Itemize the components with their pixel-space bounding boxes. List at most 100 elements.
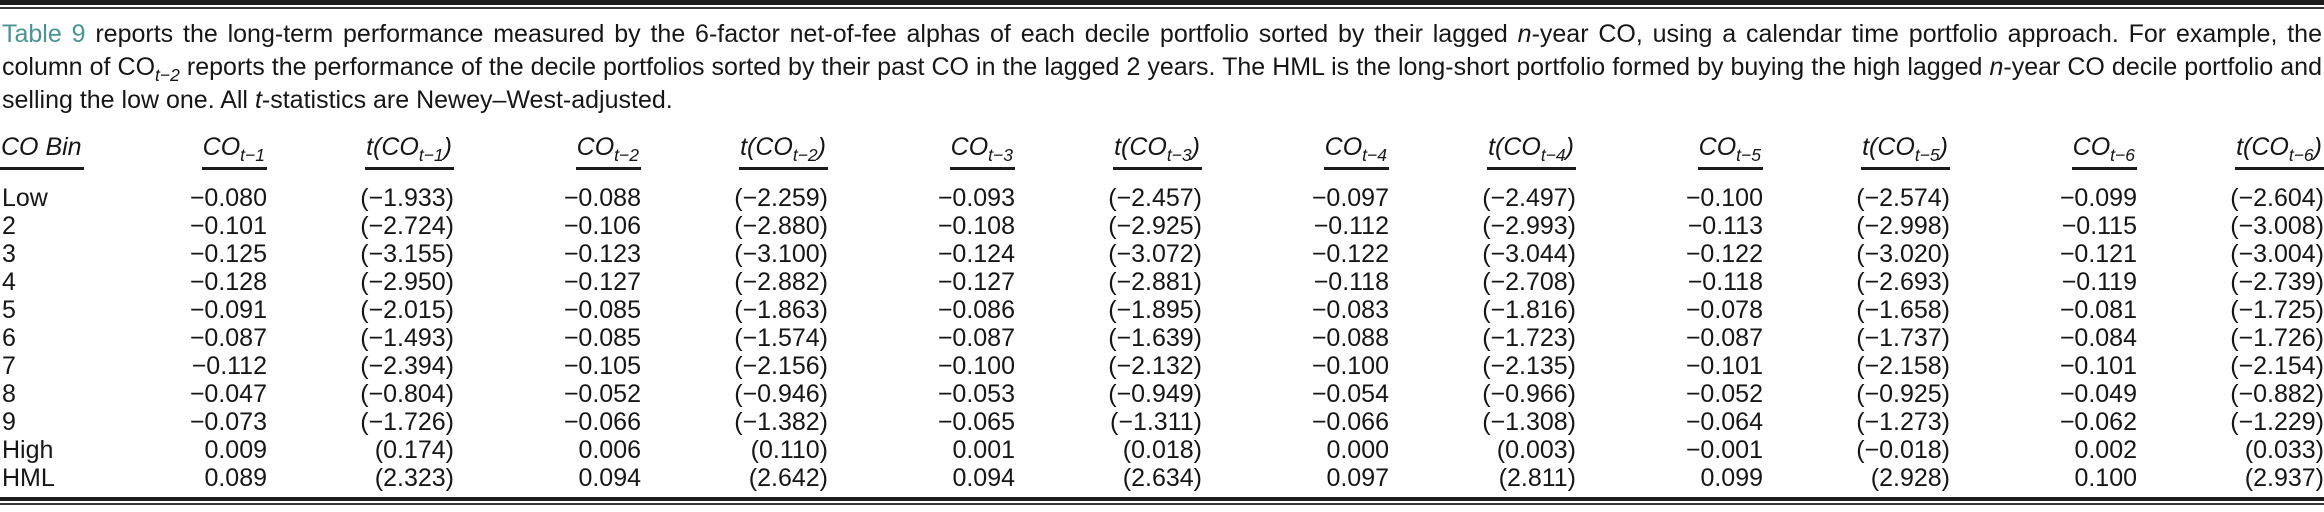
- cell: (−3.004): [2230, 240, 2324, 268]
- cell: (−2.993): [1482, 212, 1576, 240]
- cell: −0.100: [937, 352, 1015, 380]
- cell: −0.099: [2059, 184, 2137, 212]
- cell: (−2.158): [1856, 352, 1950, 380]
- cell: 0.094: [578, 464, 641, 492]
- cell: (−0.925): [1856, 380, 1950, 408]
- cell: (−1.493): [360, 324, 454, 352]
- cell: −0.078: [1685, 296, 1763, 324]
- table-row: 3 −0.125 (−3.155) −0.123 (−3.100) −0.124 (−3.0…: [0, 240, 2324, 268]
- cell: −0.115: [2061, 212, 2137, 240]
- column-header: COt−1: [80, 133, 267, 180]
- cell: −0.112: [1313, 212, 1389, 240]
- cell: −0.066: [563, 408, 641, 436]
- cell: (−0.018): [1856, 436, 1950, 464]
- cell: 0.100: [2074, 464, 2137, 492]
- row-label: 4: [2, 268, 16, 296]
- cell: (−2.457): [1108, 184, 1202, 212]
- cell: (2.928): [1870, 464, 1950, 492]
- table-row: 8 −0.047 (−0.804) −0.052 (−0.946) −0.053 (−0.9…: [0, 380, 2324, 408]
- cell: (−1.273): [1856, 408, 1950, 436]
- cell: (−0.949): [1108, 380, 1202, 408]
- caption-text: n: [1517, 20, 1532, 48]
- cell: −0.081: [2059, 296, 2137, 324]
- table-row: 6 −0.087 (−1.493) −0.085 (−1.574) −0.087 (−1.6…: [0, 324, 2324, 352]
- row-label: 7: [2, 352, 16, 380]
- cell: (0.018): [1122, 436, 1202, 464]
- row-label: Low: [2, 184, 48, 212]
- cell: −0.100: [1311, 352, 1389, 380]
- column-header: t(COt−4): [1389, 133, 1576, 180]
- cell: 0.001: [952, 436, 1015, 464]
- cell: (−2.950): [360, 268, 454, 296]
- cell: (−1.863): [734, 296, 828, 324]
- cell: 0.089: [204, 464, 267, 492]
- cell: −0.100: [1685, 184, 1763, 212]
- cell: (2.323): [374, 464, 454, 492]
- cell: (−0.882): [2230, 380, 2324, 408]
- cell: (−3.020): [1856, 240, 1950, 268]
- row-label: HML: [2, 464, 55, 492]
- row-label: 6: [2, 324, 16, 352]
- caption-text: -statistics are Newey–West-adjusted.: [261, 86, 673, 114]
- cell: (−1.311): [1110, 408, 1202, 436]
- cell: (−1.574): [734, 324, 828, 352]
- cell: (−2.156): [734, 352, 828, 380]
- table-9-link[interactable]: Table 9: [2, 20, 86, 48]
- cell: (−1.658): [1856, 296, 1950, 324]
- cell: 0.006: [578, 436, 641, 464]
- row-label: 5: [2, 296, 16, 324]
- cell: 0.002: [2074, 436, 2137, 464]
- cell: −0.085: [563, 324, 641, 352]
- cell: (2.634): [1122, 464, 1202, 492]
- cell: −0.085: [563, 296, 641, 324]
- cell: −0.101: [1685, 352, 1763, 380]
- column-header: COt−5: [1576, 133, 1763, 180]
- cell: −0.097: [1311, 184, 1389, 212]
- cell: 0.094: [952, 464, 1015, 492]
- cell: −0.119: [2061, 268, 2137, 296]
- cell: (−1.308): [1482, 408, 1576, 436]
- cell: −0.087: [937, 324, 1015, 352]
- cell: −0.052: [1685, 380, 1763, 408]
- cell: −0.122: [1685, 240, 1763, 268]
- cell: −0.073: [189, 408, 267, 436]
- cell: (−3.008): [2230, 212, 2324, 240]
- cell: (2.937): [2244, 464, 2324, 492]
- cell: −0.127: [937, 268, 1015, 296]
- cell: −0.087: [189, 324, 267, 352]
- header-row: CO Bin COt−1 t(COt−1) COt−2 t(COt−2) COt−3 t(C…: [0, 133, 2324, 180]
- cell: (−0.946): [734, 380, 828, 408]
- cell: (−2.154): [2230, 352, 2324, 380]
- cell: (−3.155): [360, 240, 454, 268]
- column-header: CO Bin: [0, 133, 84, 180]
- caption-text: -year CO, using a calendar time portfoli…: [2, 20, 2322, 81]
- cell: (−2.882): [734, 268, 828, 296]
- table-row: 7 −0.112 (−2.394) −0.105 (−2.156) −0.100 (−2.1…: [0, 352, 2324, 380]
- cell: (0.174): [374, 436, 454, 464]
- cell: −0.065: [937, 408, 1015, 436]
- cell: (−1.726): [360, 408, 454, 436]
- cell: −0.047: [189, 380, 267, 408]
- cell: −0.105: [563, 352, 641, 380]
- cell: −0.001: [1685, 436, 1763, 464]
- cell: (−2.724): [360, 212, 454, 240]
- column-header: t(COt−1): [267, 133, 454, 180]
- column-header: COt−6: [1950, 133, 2137, 180]
- cell: (−2.135): [1482, 352, 1576, 380]
- cell: (−1.726): [2230, 324, 2324, 352]
- cell: (−2.708): [1482, 268, 1576, 296]
- row-label: High: [2, 436, 54, 464]
- cell: (−1.933): [360, 184, 454, 212]
- cell: (0.110): [750, 436, 828, 464]
- table-row: High 0.009 (0.174) 0.006 (0.110) 0.001 (0.018)…: [0, 436, 2324, 464]
- cell: −0.106: [563, 212, 641, 240]
- cell: (−1.737): [1856, 324, 1950, 352]
- cell: −0.122: [1311, 240, 1389, 268]
- caption-text: reports the performance of the decile po…: [179, 53, 1990, 81]
- cell: (−0.804): [360, 380, 454, 408]
- row-label: 9: [2, 408, 16, 436]
- caption-text: reports the long-term performance measur…: [85, 20, 1518, 48]
- cell: −0.087: [1685, 324, 1763, 352]
- caption-text: t: [254, 86, 262, 114]
- bottom-rule: [0, 497, 2324, 505]
